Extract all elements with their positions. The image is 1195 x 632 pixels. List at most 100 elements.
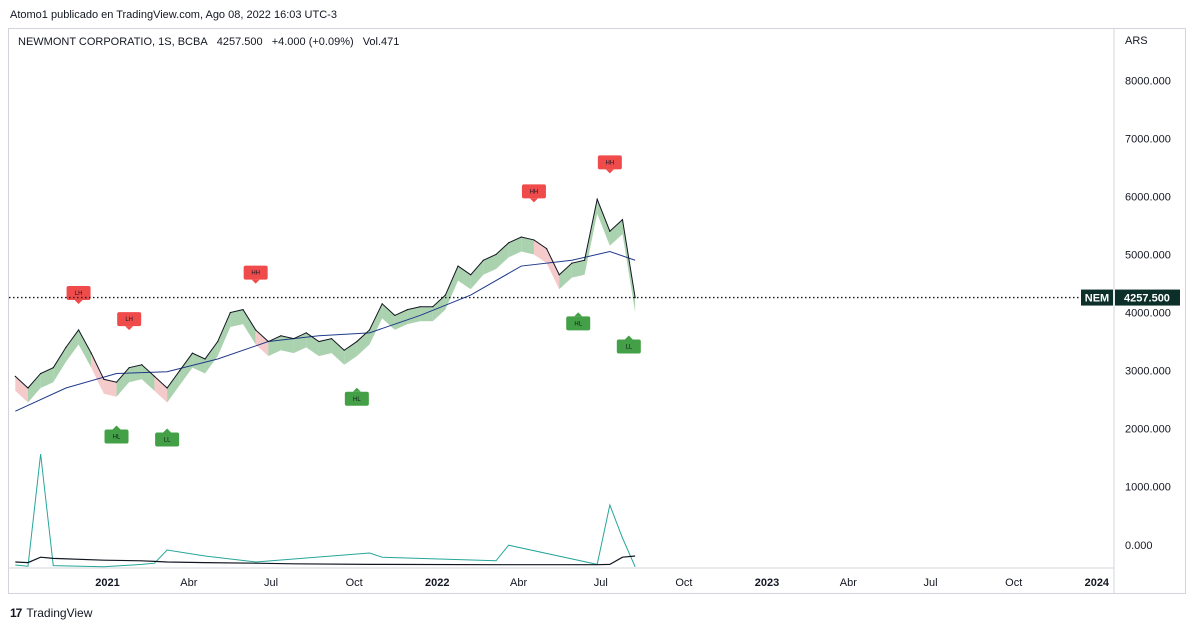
price-point — [356, 340, 358, 343]
price-point — [621, 219, 624, 221]
pivot-box — [117, 312, 142, 327]
x-tick-label: 2023 — [755, 577, 779, 589]
y-tick-label: 4000.000 — [1125, 308, 1171, 320]
price-point — [368, 329, 371, 331]
pivot-box — [566, 316, 591, 331]
pivot-high-label: LH — [117, 312, 142, 331]
cloud-segment — [521, 237, 534, 255]
chart-frame — [8, 28, 1186, 594]
pivot-pointer — [163, 428, 172, 433]
pivot-pointer — [251, 279, 260, 284]
price-point — [381, 303, 383, 305]
x-tick-label: Oct — [346, 577, 363, 589]
price-point — [229, 311, 231, 314]
pivot-low-label: HL — [566, 312, 591, 331]
price-point — [191, 352, 194, 354]
pivot-box — [104, 429, 129, 444]
pivot-pointer — [112, 425, 121, 430]
cloud-segment — [255, 329, 269, 357]
tradingview-brand: TradingView — [26, 606, 93, 620]
cloud-segment — [116, 367, 130, 397]
pivot-box — [66, 286, 91, 300]
legend-price: 4257.500 — [216, 36, 263, 48]
cloud-segment — [91, 353, 104, 394]
cloud-segment — [167, 370, 180, 403]
price-point — [634, 296, 636, 299]
pivot-pointer — [605, 169, 614, 174]
y-tick-label: 3000.000 — [1125, 366, 1171, 378]
price-point — [141, 364, 143, 366]
cloud-segment — [103, 379, 117, 397]
price-axis[interactable]: ARS 8000.000 7000.000 6000.000 5000.000 4000.… — [1113, 28, 1171, 594]
cloud-segment — [458, 266, 471, 290]
pivot-low-label: HL — [104, 425, 129, 444]
last-price-line: NEM 4257.500 — [9, 289, 1180, 306]
cloud-segment — [306, 332, 319, 357]
cloud-segment — [483, 254, 496, 275]
tradingview-logo-icon: 17 — [10, 606, 22, 620]
last-price-value-box — [1115, 289, 1180, 306]
x-tick-label: Oct — [1005, 577, 1022, 589]
pivot-box — [243, 265, 268, 280]
pivot-text: LL — [625, 345, 632, 351]
pivot-pointer — [74, 300, 83, 304]
cloud-segment — [495, 242, 509, 269]
price-point — [153, 375, 156, 377]
cloud-segment — [609, 219, 623, 246]
cloud-segment — [217, 312, 231, 357]
price-point — [14, 375, 16, 377]
x-tick-label: 2021 — [95, 577, 119, 589]
pivot-pointer — [624, 335, 633, 340]
pivot-labels: LH LH HH HH HH HL LL HL HL LL — [66, 155, 641, 447]
pivot-low-label: LL — [155, 428, 180, 447]
x-tick-label: 2024 — [1085, 577, 1110, 589]
cloud-segment — [318, 338, 332, 357]
cloud-segment — [445, 266, 459, 310]
cloud-segment — [369, 303, 383, 345]
cloud-segment — [470, 260, 484, 290]
pivot-high-label: HH — [243, 265, 268, 284]
cloud-segment — [420, 306, 433, 322]
price-point — [293, 338, 295, 340]
volume-pane — [15, 453, 636, 568]
price-point — [242, 309, 244, 311]
pivot-pointer — [574, 312, 583, 317]
price-point — [482, 259, 484, 261]
publish-line: Atomo1 publicado en TradingView.com, Ago… — [10, 9, 337, 21]
tradingview-logo[interactable]: 17 TradingView — [10, 606, 92, 620]
price-point — [115, 381, 118, 383]
price-point — [90, 352, 92, 354]
price-point — [609, 230, 611, 232]
currency-label: ARS — [1125, 35, 1148, 47]
cloud-segment — [205, 341, 218, 374]
price-point — [520, 236, 522, 238]
cloud-segment — [597, 199, 610, 246]
price-point — [394, 314, 396, 317]
cloud-segment — [622, 219, 636, 313]
x-tick-label: 2022 — [425, 577, 449, 589]
price-point — [65, 346, 67, 348]
cloud-segment — [129, 364, 142, 383]
pivot-text: HH — [530, 189, 539, 195]
cloud-segment — [27, 373, 41, 403]
cloud-segment — [382, 303, 395, 330]
pivot-pointer — [125, 326, 134, 331]
pivot-text: HH — [251, 271, 260, 277]
price-point — [571, 262, 573, 264]
price-point — [457, 265, 459, 267]
pivot-text: HH — [606, 160, 615, 166]
x-tick-label: Abr — [180, 577, 197, 589]
pivot-box — [597, 155, 622, 170]
cloud-segment — [78, 329, 92, 368]
cloud-segment — [546, 248, 560, 290]
cloud-segment — [15, 376, 28, 403]
cloud-segment — [344, 341, 357, 365]
price-point — [545, 248, 548, 250]
x-tick-label: Oct — [675, 577, 692, 589]
price-point — [533, 239, 535, 241]
pivot-box — [616, 339, 641, 354]
time-axis[interactable]: 2021 Abr Jul Oct 2022 Abr Jul Oct 2023 Abr Jul Oct 2… — [8, 567, 1114, 589]
cloud-segment — [141, 364, 155, 391]
price-point — [255, 329, 257, 331]
